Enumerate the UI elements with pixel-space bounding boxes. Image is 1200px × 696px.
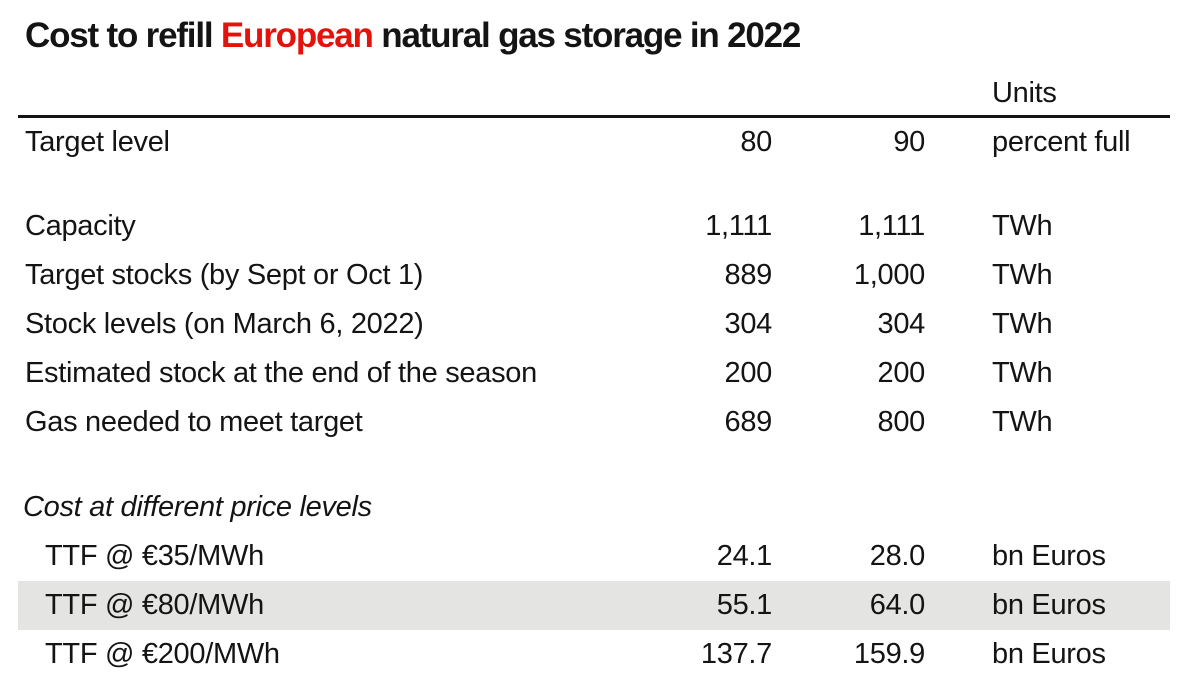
table-row-estimated-stock: Estimated stock at the end of the season… bbox=[18, 349, 1170, 398]
row-units: TWh bbox=[992, 210, 1053, 242]
table-row-capacity: Capacity 1,111 1,111 TWh bbox=[18, 202, 1170, 251]
value-80-col: 889 bbox=[724, 259, 773, 291]
header-divider-rule bbox=[18, 115, 1170, 118]
table-row-ttf-80-highlighted: TTF @ €80/MWh 55.1 64.0 bn Euros bbox=[18, 581, 1170, 630]
row-units: TWh bbox=[992, 357, 1053, 389]
title-prefix: Cost to refill bbox=[25, 16, 221, 55]
row-label: TTF @ €200/MWh bbox=[45, 638, 280, 670]
value-90-col: 90 bbox=[893, 126, 925, 158]
cost-section-title: Cost at different price levels bbox=[23, 491, 372, 523]
value-90-col: 200 bbox=[877, 357, 926, 389]
section-gap bbox=[18, 447, 1170, 483]
title-suffix: natural gas storage in 2022 bbox=[372, 16, 801, 55]
table-header-row: Units bbox=[18, 72, 1170, 115]
row-label: Stock levels (on March 6, 2022) bbox=[25, 308, 424, 340]
value-90-col: 1,000 bbox=[853, 259, 925, 291]
row-units: bn Euros bbox=[992, 638, 1106, 670]
data-table: Units Target level 80 90 percent full Ca… bbox=[18, 72, 1170, 679]
row-label: Target stocks (by Sept or Oct 1) bbox=[25, 259, 424, 291]
cost-section-header-row: Cost at different price levels bbox=[18, 483, 1170, 532]
title-highlight-word: European bbox=[220, 16, 374, 55]
value-80-col: 1,111 bbox=[705, 210, 772, 242]
table-row-gas-needed: Gas needed to meet target 689 800 TWh bbox=[18, 398, 1170, 447]
row-units: bn Euros bbox=[992, 589, 1106, 621]
page-title: Cost to refill European natural gas stor… bbox=[25, 16, 801, 56]
value-90-col: 1,111 bbox=[858, 210, 925, 242]
value-90-col: 304 bbox=[877, 308, 926, 340]
value-90-col: 800 bbox=[877, 406, 926, 438]
value-90-col: 64.0 bbox=[869, 589, 926, 621]
row-units: TWh bbox=[992, 308, 1053, 340]
value-80-col: 200 bbox=[724, 357, 773, 389]
units-column-header: Units bbox=[992, 77, 1057, 109]
row-label: Gas needed to meet target bbox=[25, 406, 363, 438]
table-row-target-level: Target level 80 90 percent full bbox=[18, 118, 1170, 167]
row-units: percent full bbox=[992, 126, 1131, 158]
value-80-col: 689 bbox=[724, 406, 773, 438]
table-row-stock-levels: Stock levels (on March 6, 2022) 304 304 … bbox=[18, 300, 1170, 349]
row-label: Capacity bbox=[25, 210, 136, 242]
value-80-col: 24.1 bbox=[716, 540, 773, 572]
row-label: TTF @ €35/MWh bbox=[45, 540, 264, 572]
value-80-col: 137.7 bbox=[700, 638, 772, 670]
row-label: Estimated stock at the end of the season bbox=[25, 357, 537, 389]
row-units: TWh bbox=[992, 406, 1053, 438]
section-gap bbox=[18, 167, 1170, 202]
row-units: bn Euros bbox=[992, 540, 1106, 572]
row-units: TWh bbox=[992, 259, 1053, 291]
value-90-col: 28.0 bbox=[869, 540, 926, 572]
value-80-col: 55.1 bbox=[716, 589, 773, 621]
row-label: TTF @ €80/MWh bbox=[45, 589, 264, 621]
table-row-target-stocks: Target stocks (by Sept or Oct 1) 889 1,0… bbox=[18, 251, 1170, 300]
table-row-ttf-200: TTF @ €200/MWh 137.7 159.9 bn Euros bbox=[18, 630, 1170, 679]
row-label: Target level bbox=[25, 126, 170, 158]
value-80-col: 304 bbox=[724, 308, 773, 340]
value-90-col: 159.9 bbox=[853, 638, 925, 670]
value-80-col: 80 bbox=[740, 126, 772, 158]
table-row-ttf-35: TTF @ €35/MWh 24.1 28.0 bn Euros bbox=[18, 532, 1170, 581]
